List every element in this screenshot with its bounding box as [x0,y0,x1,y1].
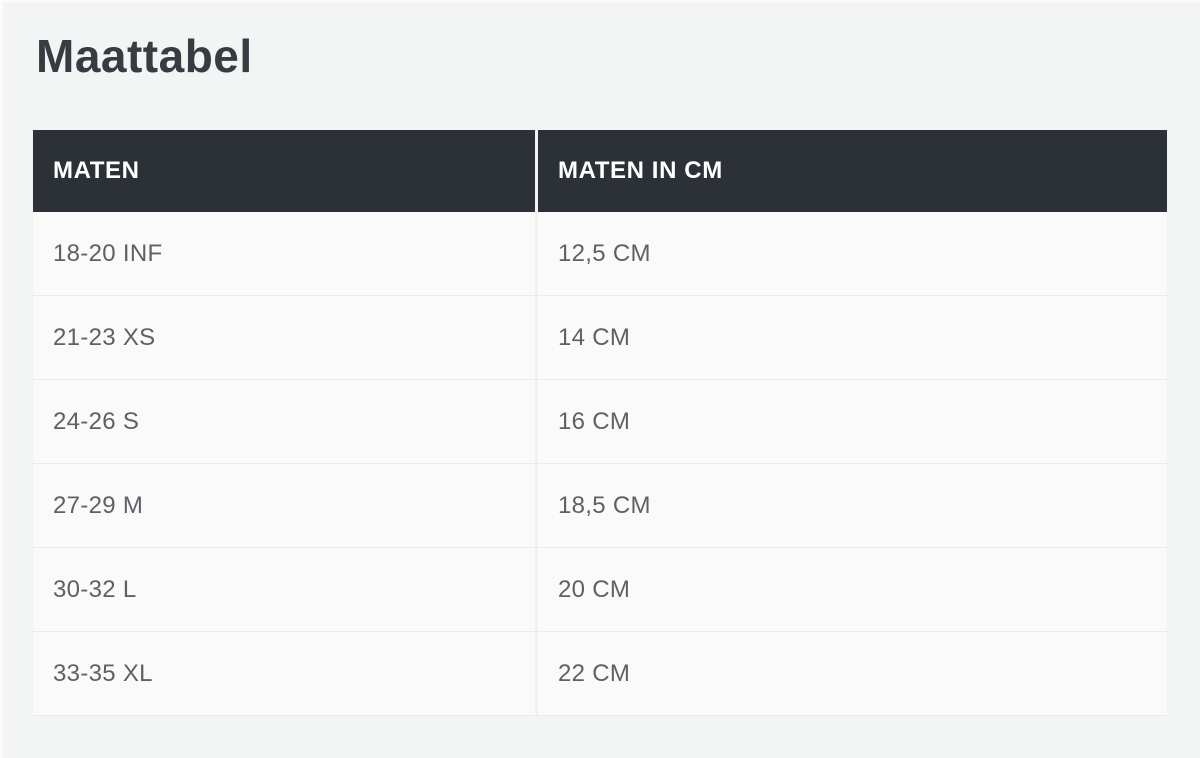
cell-maten: 33-35 XL [33,632,538,716]
table-row: 30-32 L 20 CM [33,548,1167,633]
cell-maten: 27-29 M [33,464,538,548]
header-maten: MATEN [33,130,535,213]
cell-maten: 24-26 S [33,380,538,464]
table-row: 33-35 XL 22 CM [33,632,1167,717]
cell-maten: 21-23 XS [33,296,538,380]
header-maten-in-cm: MATEN IN CM [538,130,1167,213]
page-title: Maattabel [36,30,253,82]
cell-maten: 18-20 INF [33,212,538,296]
size-table-body: 18-20 INF 12,5 CM 21-23 XS 14 CM 24-26 S… [33,212,1167,717]
cell-maten-in-cm: 18,5 CM [558,491,651,519]
cell-maten-in-cm: 20 CM [558,575,631,603]
size-table: MATEN MATEN IN CM 18-20 INF 12,5 CM 21-2… [33,130,1167,717]
table-row: 24-26 S 16 CM [33,380,1167,465]
cell-maten-in-cm: 12,5 CM [558,239,651,267]
table-row: 21-23 XS 14 CM [33,296,1167,381]
cell-maten-in-cm: 16 CM [558,407,631,435]
size-table-header-row: MATEN MATEN IN CM [33,130,1167,213]
cell-maten: 30-32 L [33,548,538,632]
table-row: 27-29 M 18,5 CM [33,464,1167,549]
cell-maten-in-cm: 22 CM [558,659,631,687]
cell-maten-in-cm: 14 CM [558,323,631,351]
table-row: 18-20 INF 12,5 CM [33,212,1167,297]
